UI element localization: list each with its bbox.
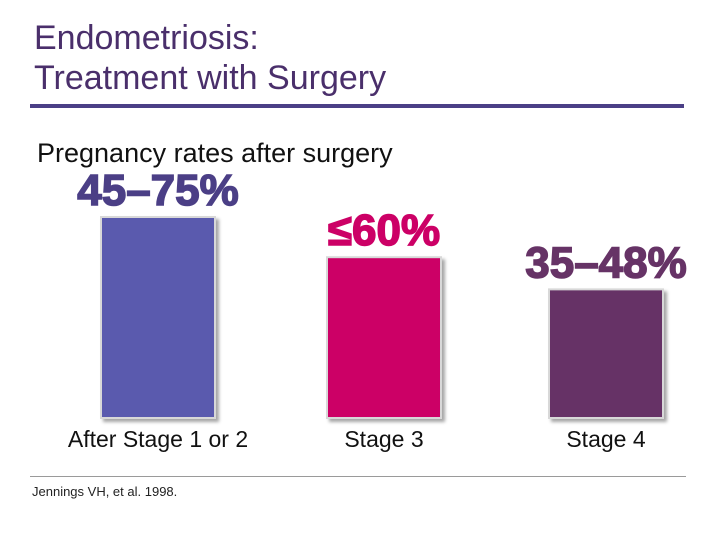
bar-stage-4 <box>548 288 664 419</box>
category-label-after-stage-1-or-2: After Stage 1 or 2 <box>68 426 248 452</box>
footer-divider <box>30 476 686 477</box>
category-label-stage-4: Stage 4 <box>566 426 645 452</box>
slide-title: Endometriosis: Treatment with Surgery <box>34 18 386 98</box>
title-line-2: Treatment with Surgery <box>34 59 387 97</box>
category-label-stage-3: Stage 3 <box>344 426 423 452</box>
bar-after-stage-1-or-2 <box>100 216 216 419</box>
value-label-stage-4: 35–48% <box>525 238 686 287</box>
source-citation: Jennings VH, et al. 1998. <box>32 484 178 499</box>
title-divider <box>30 104 684 108</box>
value-label-stage-3: ≤60% <box>328 206 440 255</box>
value-label-after-stage-1-or-2: 45–75% <box>77 166 238 215</box>
title-line-1: Endometriosis: <box>34 19 259 57</box>
bar-stage-3 <box>326 256 442 420</box>
chart-title: Pregnancy rates after surgery <box>37 138 393 168</box>
